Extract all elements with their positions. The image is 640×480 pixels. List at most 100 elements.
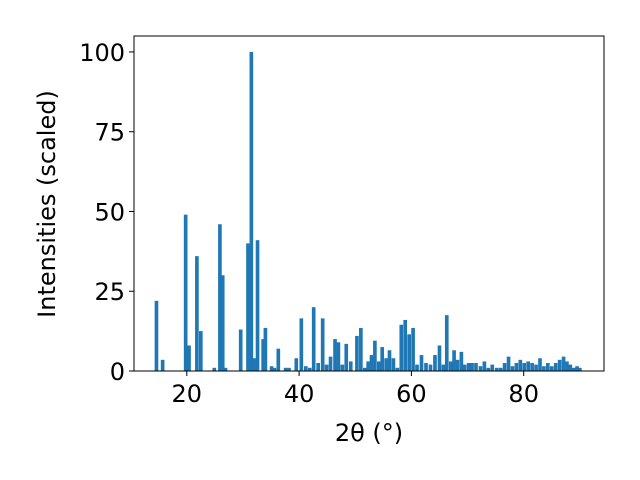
- bar: [518, 359, 523, 371]
- x-tick-label: 40: [284, 380, 315, 408]
- bar: [336, 342, 341, 371]
- bar: [538, 358, 542, 371]
- bar: [212, 367, 217, 371]
- x-tick-label: 60: [396, 380, 427, 408]
- bar: [252, 358, 256, 371]
- bar: [272, 367, 277, 371]
- bar: [462, 364, 467, 371]
- bar: [534, 364, 538, 371]
- bar: [218, 224, 222, 371]
- bar: [415, 364, 419, 371]
- bar: [304, 366, 308, 371]
- bar: [542, 366, 546, 371]
- bar: [384, 358, 388, 371]
- bar: [340, 364, 345, 371]
- bar: [498, 367, 503, 371]
- bar: [452, 350, 456, 371]
- bar: [220, 275, 225, 371]
- bar: [246, 243, 250, 371]
- bar: [195, 256, 199, 371]
- bar: [441, 364, 446, 371]
- bar: [561, 356, 566, 371]
- bar: [407, 334, 411, 371]
- bar: [387, 350, 392, 371]
- bar: [320, 318, 325, 371]
- bar: [348, 361, 353, 371]
- bar: [474, 363, 478, 371]
- bar: [223, 367, 228, 371]
- bar: [344, 343, 349, 371]
- bar: [448, 361, 453, 371]
- bar: [578, 367, 582, 371]
- bar: [553, 363, 558, 371]
- bar: [444, 315, 449, 371]
- y-tick-label: 100: [79, 39, 125, 67]
- bar: [428, 364, 433, 371]
- bar: [571, 367, 576, 371]
- bar: [565, 361, 569, 371]
- bar: [359, 327, 363, 371]
- bar: [294, 358, 299, 371]
- y-tick-label: 0: [110, 358, 125, 386]
- bar: [399, 324, 404, 371]
- bar: [502, 363, 507, 371]
- bar: [154, 300, 159, 371]
- bar: [160, 359, 165, 371]
- bar: [526, 361, 531, 371]
- bar: [478, 366, 483, 371]
- bar: [522, 363, 527, 371]
- y-axis-ticks: 0 25 50 75 100: [79, 39, 134, 386]
- bar: [549, 366, 554, 371]
- bar: [466, 363, 471, 371]
- bar: [283, 367, 288, 371]
- bar: [377, 361, 381, 371]
- bar-series: [154, 51, 582, 371]
- bar: [437, 345, 442, 371]
- x-axis-ticks: 20 40 60 80: [172, 371, 539, 408]
- bar: [490, 364, 495, 371]
- bar: [486, 367, 491, 371]
- bar: [419, 355, 424, 371]
- bar: [316, 363, 321, 371]
- bar: [557, 359, 562, 371]
- bar: [276, 348, 281, 371]
- bar: [299, 318, 304, 371]
- bar: [510, 366, 515, 371]
- bar: [307, 367, 312, 371]
- bar: [494, 367, 499, 371]
- bar: [380, 347, 385, 371]
- bar: [269, 366, 274, 371]
- y-tick-label: 75: [94, 119, 125, 147]
- y-tick-label: 25: [94, 278, 125, 306]
- bar: [362, 367, 367, 371]
- bar: [187, 345, 191, 371]
- bar: [355, 335, 359, 371]
- bar: [391, 358, 396, 371]
- bar: [506, 356, 511, 371]
- y-tick-label: 50: [94, 198, 125, 226]
- bar: [263, 327, 268, 371]
- bar: [311, 307, 316, 371]
- bar: [238, 329, 243, 371]
- bar: [333, 339, 337, 371]
- bar: [287, 367, 291, 371]
- bar: [403, 319, 408, 371]
- bar: [433, 355, 437, 371]
- x-tick-label: 20: [172, 380, 203, 408]
- bar: [255, 240, 260, 371]
- bar: [395, 367, 400, 371]
- bar: [470, 363, 474, 371]
- bar: [459, 351, 464, 371]
- bar: [568, 364, 573, 371]
- bar: [369, 355, 374, 371]
- bar: [249, 51, 254, 371]
- bar: [373, 340, 377, 371]
- bar: [514, 363, 519, 371]
- x-tick-label: 80: [508, 380, 539, 408]
- bar: [324, 364, 329, 371]
- bar: [455, 359, 460, 371]
- bar: [530, 363, 534, 371]
- bar: [482, 361, 487, 371]
